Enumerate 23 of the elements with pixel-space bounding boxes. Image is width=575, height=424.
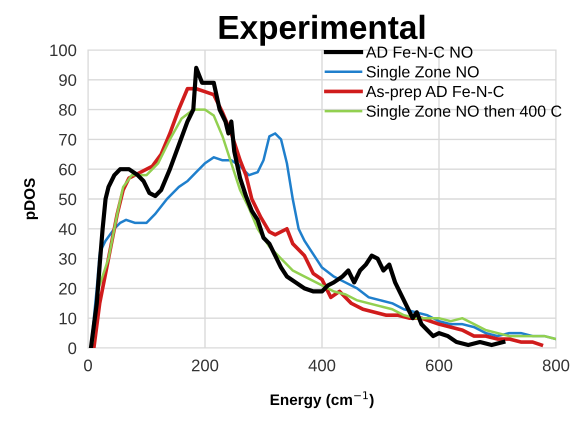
y-tick-label: 100 [50, 44, 76, 56]
legend-label: Single Zone NO then 400 C [366, 105, 562, 120]
y-tick-label: 40 [58, 223, 76, 236]
x-tick-label: 800 [542, 360, 570, 372]
x-tick-label: 200 [192, 360, 218, 372]
legend-label: As-prep AD Fe-N-C [366, 86, 504, 100]
x-tick-label: 400 [308, 360, 336, 372]
y-tick-label: 0 [68, 342, 76, 354]
x-tick-label: 0 [84, 360, 92, 372]
chart-title: Experimental [220, 14, 424, 46]
x-axis-title: Energy (cm$^{−1}$) [270, 391, 374, 408]
y-axis-title: pDOS [24, 178, 38, 220]
y-tick-label: 10 [60, 312, 76, 324]
y-tick-label: 30 [58, 253, 76, 265]
legend-label: Single Zone NO [366, 66, 479, 81]
y-tick-label: 90 [59, 74, 76, 86]
y-tick-label: 20 [59, 282, 76, 295]
y-tick-label: 60 [59, 164, 76, 176]
legend-label: AD Fe-N-C NO [366, 46, 472, 58]
y-tick-label: 80 [59, 104, 76, 116]
y-tick-label: 70 [59, 134, 76, 146]
x-tick-label: 600 [426, 360, 452, 372]
y-tick-label: 50 [59, 193, 76, 206]
